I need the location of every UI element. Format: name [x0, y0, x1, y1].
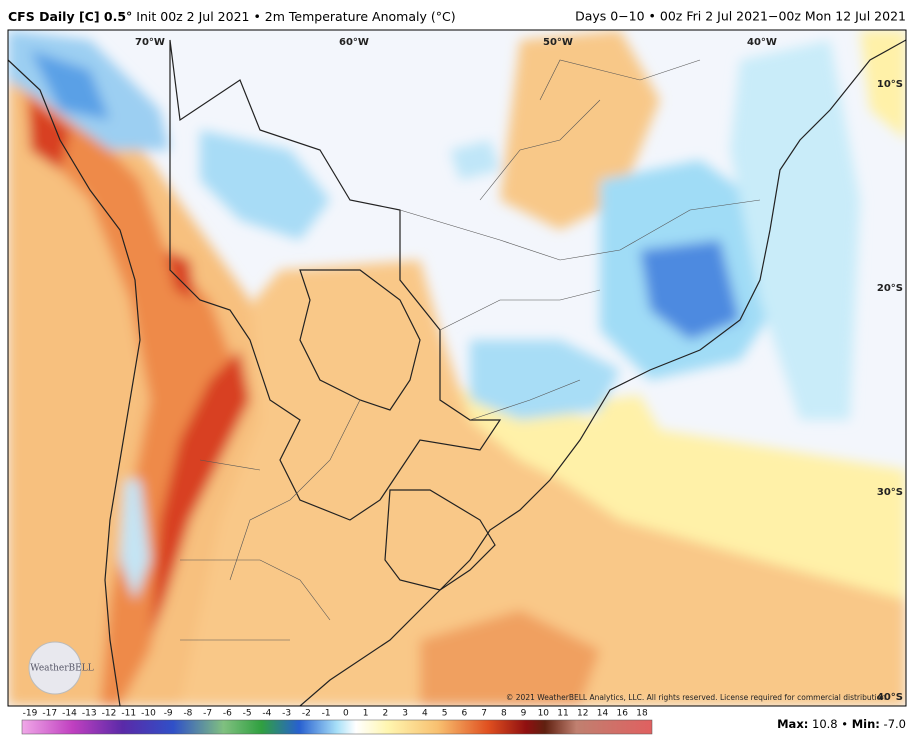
logo: WeatherBELL	[30, 664, 93, 674]
internal-borders	[180, 59, 761, 641]
title: CFS Daily [C] 0.5° Init 00z 2 Jul 2021 •…	[8, 9, 456, 24]
lon-label: 70°W	[135, 37, 165, 48]
colorbar-label: -11	[121, 709, 136, 719]
coastline-west	[8, 59, 141, 706]
colorbar-label: 7	[481, 709, 487, 719]
colorbar-label: 4	[422, 709, 428, 719]
logo-circle	[28, 641, 82, 695]
colorbar-label: -7	[203, 709, 212, 719]
colorbar-label: 3	[402, 709, 408, 719]
coastline-east	[299, 39, 906, 706]
title-main: CFS Daily [C] 0.5°	[8, 9, 132, 24]
colorbar-label: -10	[141, 709, 156, 719]
colorbar-labels: -19 -17 -14 -13 -12 -11 -10 -9 -8 -7 -6 -5 -4 -3 -2 -1 0…	[23, 709, 648, 719]
max: 10.8	[812, 717, 838, 731]
colorbar-label: 9	[521, 709, 527, 719]
map: 70°W 60°W 50°W 40°W 10°S 20°S 30°S 40°S …	[8, 30, 906, 706]
colorbar-label: 0	[343, 709, 349, 719]
colorbar-label: 14	[597, 709, 609, 719]
separator: •	[841, 717, 848, 731]
lon-label: 40°W	[747, 37, 777, 48]
colorbar-label: 18	[636, 709, 648, 719]
max-label: Max:	[777, 717, 808, 731]
border-paraguay	[299, 269, 421, 411]
stats: Max: 10.8 • Min: -7.0	[777, 717, 906, 731]
colorbar-label: -19	[23, 709, 38, 719]
colorbar-label: -3	[282, 709, 291, 719]
colorbar-label: -5	[243, 709, 252, 719]
colorbar-label: -8	[183, 709, 192, 719]
border-uruguay	[384, 489, 496, 591]
min: -7.0	[884, 717, 906, 731]
colorbar-label: 5	[442, 709, 448, 719]
colorbar	[21, 719, 653, 735]
borders	[8, 39, 906, 706]
colorbar-label: -4	[262, 709, 271, 719]
lat-label: 40°S	[877, 692, 903, 703]
colorbar-label: -14	[62, 709, 77, 719]
copyright: © 2021 WeatherBELL Analytics, LLC. All r…	[506, 693, 886, 702]
lat-label: 20°S	[877, 283, 903, 294]
lat-label: 30°S	[877, 487, 903, 498]
min-label: Min:	[852, 717, 880, 731]
colorbar-label: -17	[42, 709, 57, 719]
colorbar-label: -13	[82, 709, 97, 719]
colorbar-label: -6	[223, 709, 232, 719]
colorbar-label: -12	[102, 709, 117, 719]
colorbar-label: -1	[322, 709, 331, 719]
border-bolivia-paraguay	[169, 39, 502, 521]
colorbar-label: 12	[577, 709, 588, 719]
graticule-labels: 70°W 60°W 50°W 40°W 10°S 20°S 30°S 40°S	[135, 37, 903, 703]
period: Days 0−10 • 00z Fri 2 Jul 2021−00z Mon 1…	[575, 9, 906, 24]
subtitle: Init 00z 2 Jul 2021 • 2m Temperature Ano…	[136, 9, 455, 24]
colorbar-label: 10	[538, 709, 550, 719]
colorbar-label: 1	[363, 709, 369, 719]
colorbar-label: 8	[501, 709, 507, 719]
lon-label: 60°W	[339, 37, 369, 48]
lon-label: 50°W	[543, 37, 573, 48]
anomaly-field	[8, 30, 906, 706]
colorbar-label: 16	[617, 709, 629, 719]
map-frame	[7, 29, 907, 707]
colorbar-label: 6	[461, 709, 467, 719]
colorbar-label: 2	[382, 709, 388, 719]
colorbar-label: 11	[557, 709, 568, 719]
colorbar-label: -9	[164, 709, 173, 719]
colorbar-label: -2	[302, 709, 311, 719]
lat-label: 10°S	[877, 79, 903, 90]
